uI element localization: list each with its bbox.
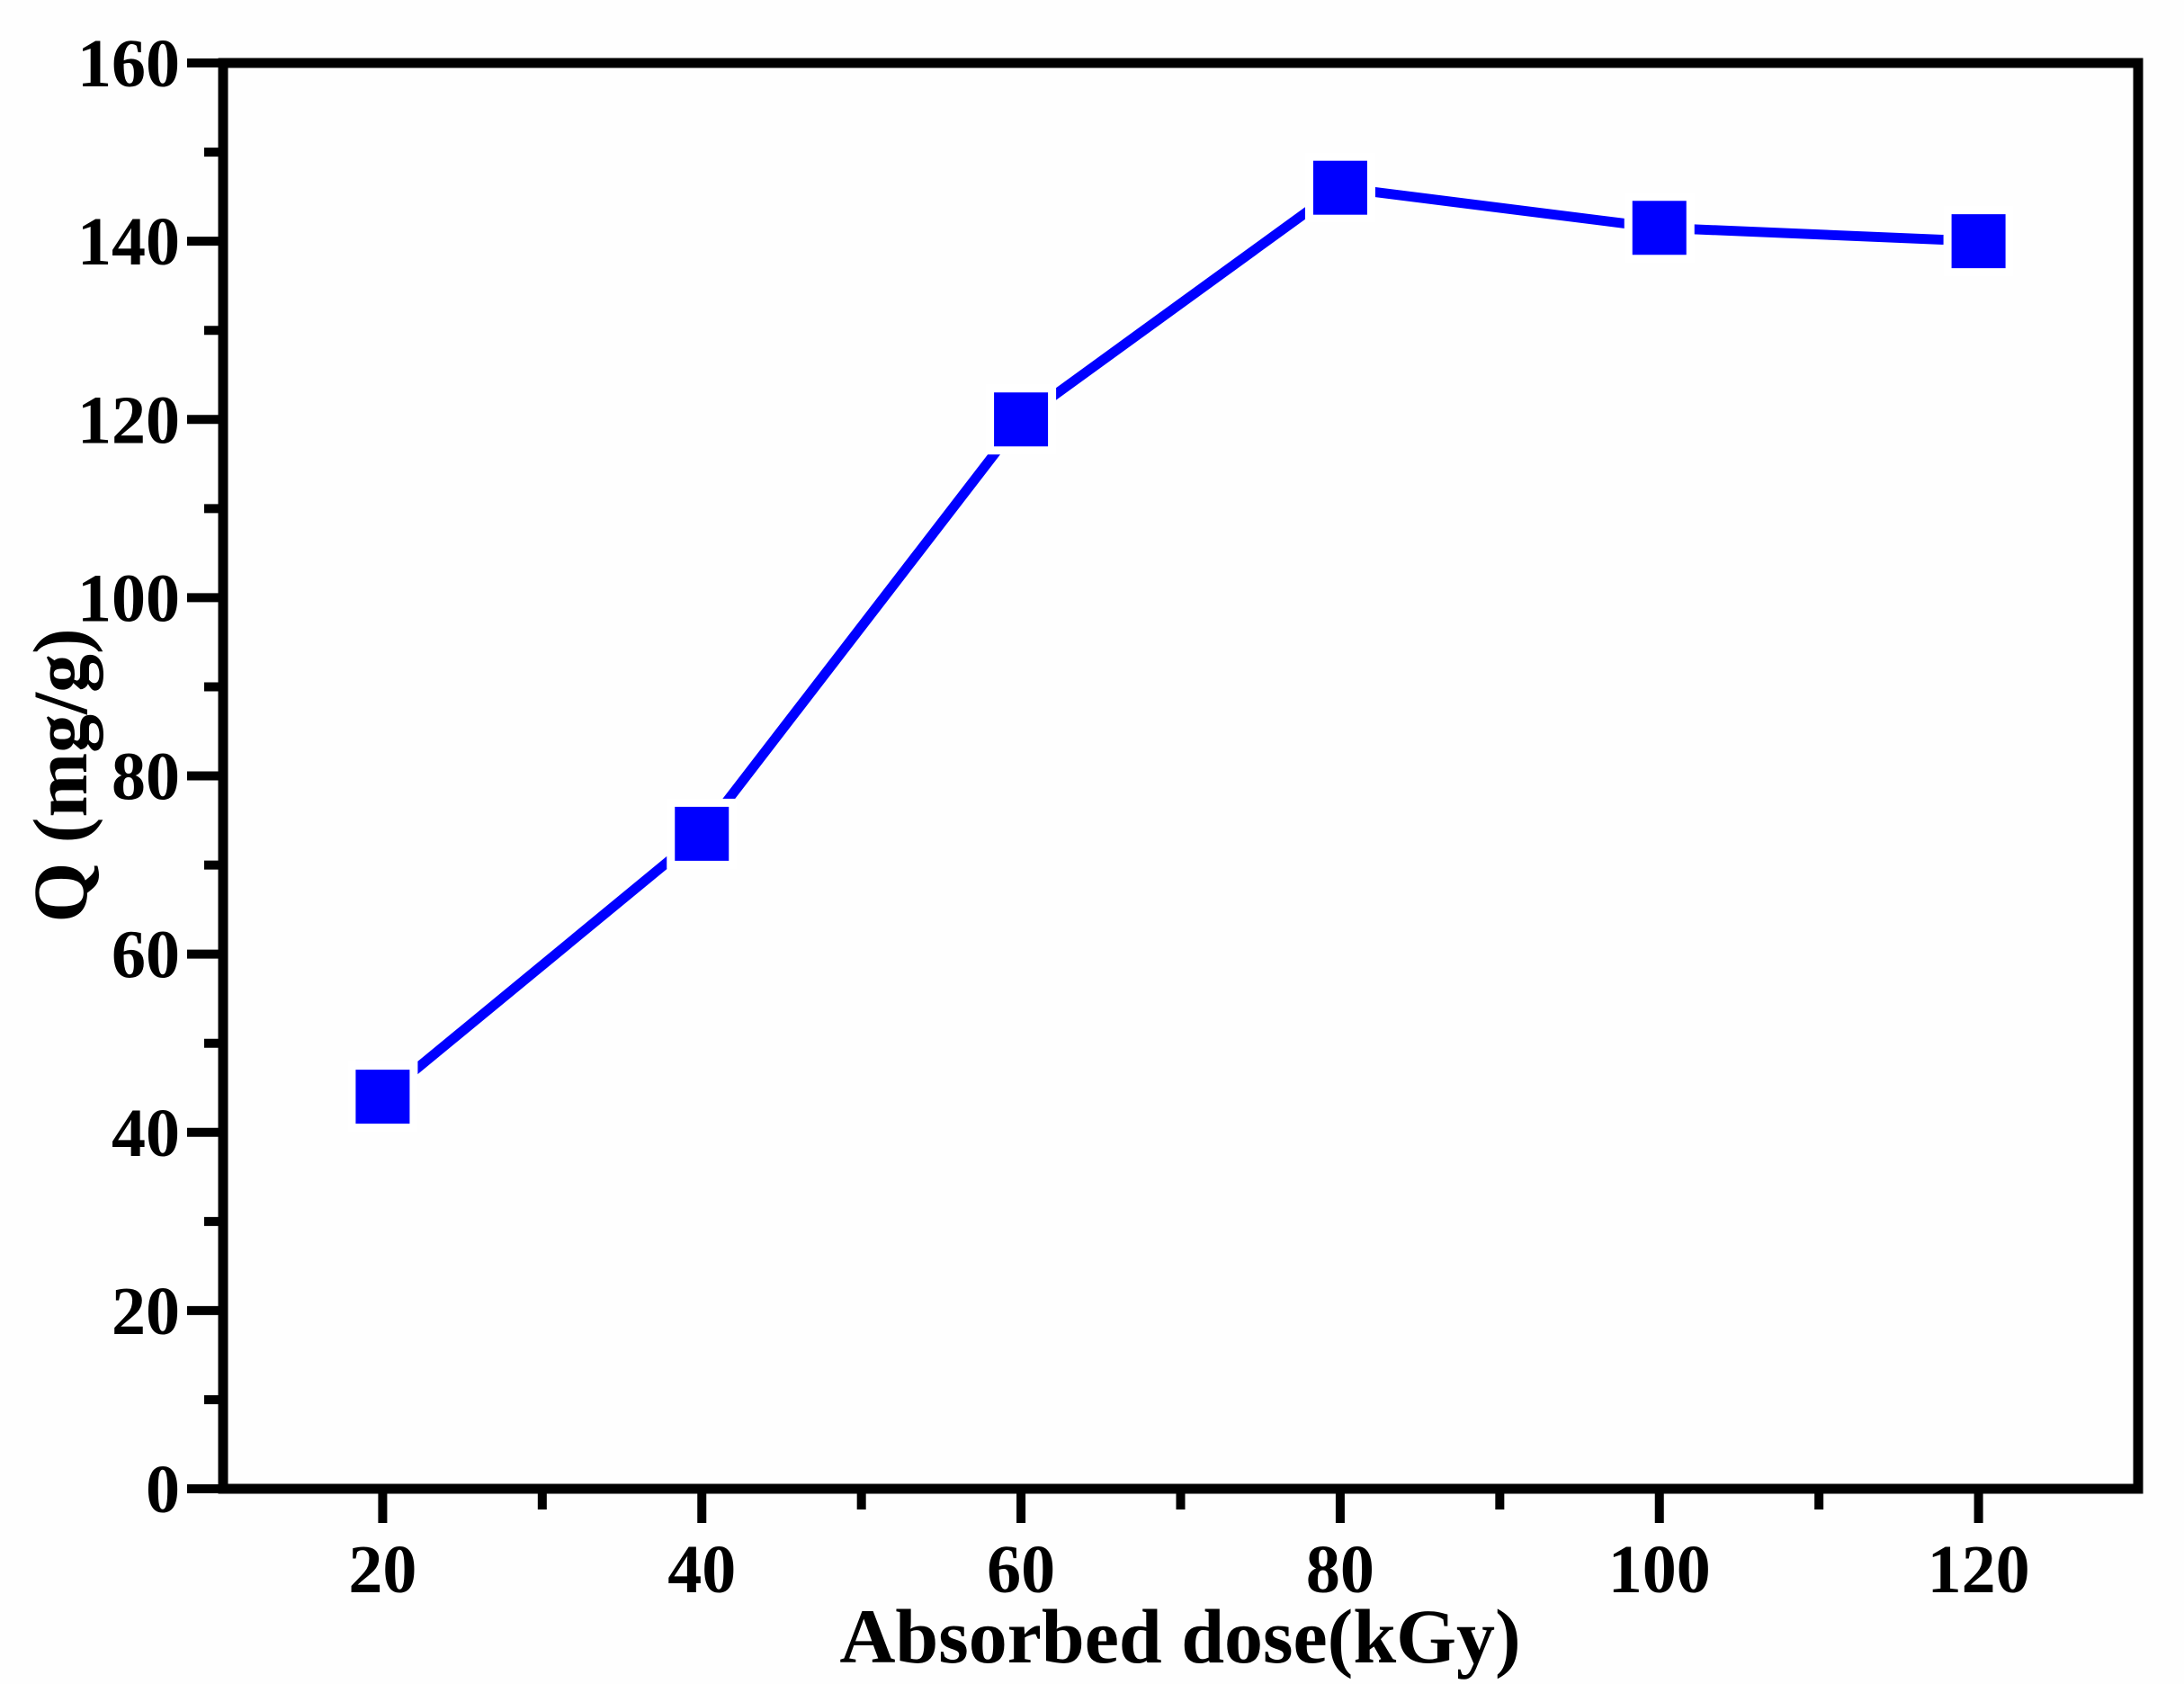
data-point-marker: [994, 392, 1049, 447]
y-tick-label: 60: [112, 918, 180, 993]
plot-area: 20 40 60 80 100 120 0 20 40 60 80 100 120 140 160: [77, 26, 2144, 1608]
data-point-marker: [1632, 201, 1687, 255]
y-tick-label: 160: [77, 26, 180, 102]
data-point-marker: [355, 1070, 410, 1124]
y-tick-label: 140: [77, 204, 180, 280]
y-axis-title: Q (mg/g): [17, 628, 103, 922]
y-tick-label: 40: [112, 1096, 180, 1171]
y-tick-label: 100: [77, 560, 180, 636]
x-axis-title: Absorbed dose(kGy): [839, 1593, 1520, 1680]
data-point-marker: [675, 806, 729, 861]
y-tick-label: 20: [112, 1274, 180, 1349]
x-tick-label: 40: [667, 1532, 736, 1608]
y-tick-label: 80: [112, 739, 180, 815]
data-point-marker: [1951, 214, 2006, 269]
series-line: [379, 182, 1979, 1101]
y-tick-label: 120: [77, 382, 180, 458]
plot-frame: [218, 58, 2144, 1494]
x-tick-label: 120: [1928, 1532, 2030, 1608]
x-tick-label: 20: [348, 1532, 416, 1608]
x-tick-label: 100: [1608, 1532, 1711, 1608]
y-tick-label: 0: [146, 1452, 180, 1527]
x-tick-label: 80: [1306, 1532, 1374, 1608]
x-tick-label: 60: [987, 1532, 1055, 1608]
data-point-marker: [1312, 160, 1367, 215]
